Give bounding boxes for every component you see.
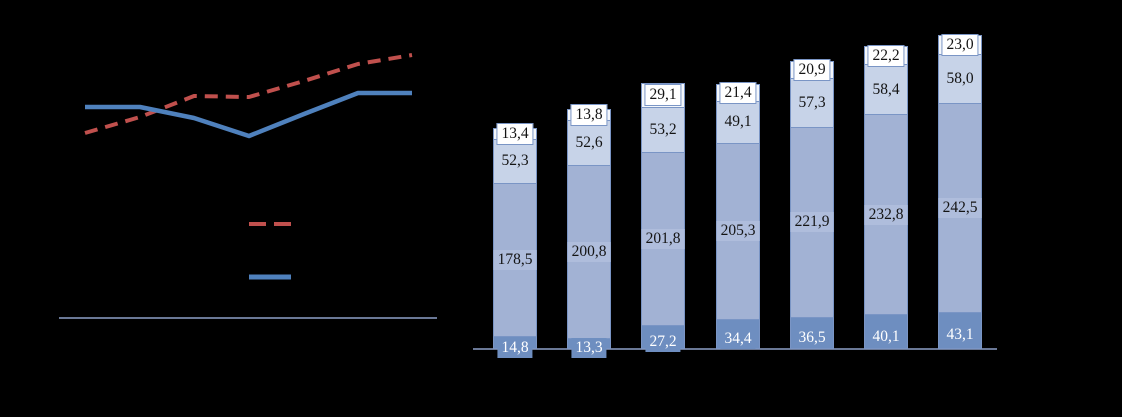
bar-7-label-segment-medium-blue: 242,5: [938, 197, 982, 218]
bar-1-label-segment-dark-blue: 14,8: [497, 337, 533, 358]
bar-4-label-segment-dark-blue: 34,4: [720, 329, 756, 350]
bar-4-label-segment-white: 21,4: [719, 81, 757, 104]
bar-6-segment-white: 22,2: [864, 44, 908, 67]
bar-4-segment-light-blue: 49,1: [716, 101, 760, 144]
bar-2-label-segment-white: 13,8: [570, 104, 608, 127]
bar-2-segment-white: 13,8: [567, 104, 611, 127]
bar-4-label-segment-medium-blue: 205,3: [716, 221, 760, 242]
red-dashed-series: [84, 53, 413, 135]
bar-4-segment-white: 21,4: [716, 81, 760, 104]
bar-7-label-segment-dark-blue: 43,1: [942, 325, 978, 346]
bar-7-segment-white: 23,0: [938, 33, 982, 56]
bar-5-label-segment-light-blue: 57,3: [798, 93, 826, 111]
bar-5-segment-light-blue: 57,3: [790, 77, 834, 128]
bar-5-label-segment-dark-blue: 36,5: [794, 328, 830, 349]
bar-4-segment-dark-blue: 34,4: [716, 319, 760, 350]
bar-3-segment-white: 29,1: [641, 82, 685, 108]
bar-6-label-segment-medium-blue: 232,8: [864, 204, 908, 225]
bar-5-segment-dark-blue: 36,5: [790, 317, 834, 349]
bar-6-segment-medium-blue: 232,8: [864, 113, 908, 316]
bar-3-label-segment-light-blue: 53,2: [649, 120, 677, 138]
bar-group-4: 21,4 49,1 205,3 34,4: [716, 81, 760, 350]
bar-group-1: 13,4 52,3 178,5 14,8: [493, 122, 537, 358]
bar-6-label-segment-dark-blue: 40,1: [868, 326, 904, 347]
blue-solid-series: [85, 90, 412, 139]
bar-4-label-segment-light-blue: 49,1: [724, 113, 752, 131]
bar-7-label-segment-white: 23,0: [941, 33, 979, 56]
bar-5-label-segment-medium-blue: 221,9: [790, 212, 834, 233]
bar-5-segment-white: 20,9: [790, 58, 834, 81]
bar-6-segment-light-blue: 58,4: [864, 64, 908, 115]
bar-6-label-segment-white: 22,2: [867, 44, 905, 67]
bar-1-label-segment-light-blue: 52,3: [501, 152, 529, 170]
bar-7-segment-light-blue: 58,0: [938, 53, 982, 104]
bar-group-7: 23,0 58,0 242,5 43,1: [938, 33, 982, 349]
bar-group-2: 13,8 52,6 200,8 13,3: [567, 104, 611, 359]
bar-2-label-segment-medium-blue: 200,8: [567, 241, 611, 262]
bar-group-6: 22,2 58,4 232,8 40,1: [864, 44, 908, 349]
bar-1-segment-light-blue: 52,3: [493, 138, 537, 184]
bar-1-segment-white: 13,4: [493, 122, 537, 145]
bar-1-label-segment-white: 13,4: [496, 122, 534, 145]
bar-3-segment-light-blue: 53,2: [641, 106, 685, 153]
bar-5-label-segment-white: 20,9: [793, 58, 831, 81]
bar-group-5: 20,9 57,3 221,9 36,5: [790, 58, 834, 349]
bar-7-label-segment-light-blue: 58,0: [946, 69, 974, 87]
bar-group-3: 29,1 53,2 201,8 27,2: [641, 82, 685, 353]
bar-2-segment-dark-blue: 13,3: [567, 337, 611, 359]
bar-6-label-segment-light-blue: 58,4: [872, 80, 900, 98]
bar-1-segment-medium-blue: 178,5: [493, 182, 537, 338]
bar-6-segment-dark-blue: 40,1: [864, 314, 908, 349]
bar-2-segment-medium-blue: 200,8: [567, 164, 611, 339]
bar-5-segment-medium-blue: 221,9: [790, 126, 834, 319]
bar-7-segment-medium-blue: 242,5: [938, 102, 982, 313]
bar-2-segment-light-blue: 52,6: [567, 120, 611, 166]
bar-1-label-segment-medium-blue: 178,5: [493, 250, 537, 270]
bar-2-label-segment-light-blue: 52,6: [575, 134, 603, 152]
bar-1-segment-dark-blue: 14,8: [493, 336, 537, 358]
bar-7-segment-dark-blue: 43,1: [938, 311, 982, 349]
bar-4-segment-medium-blue: 205,3: [716, 142, 760, 321]
bar-2-label-segment-dark-blue: 13,3: [571, 338, 607, 359]
bar-3-segment-dark-blue: 27,2: [641, 325, 685, 353]
bar-3-label-segment-white: 29,1: [644, 84, 682, 107]
bar-3-segment-medium-blue: 201,8: [641, 151, 685, 327]
bar-3-label-segment-dark-blue: 27,2: [645, 332, 681, 353]
bar-3-label-segment-medium-blue: 201,8: [641, 229, 685, 250]
